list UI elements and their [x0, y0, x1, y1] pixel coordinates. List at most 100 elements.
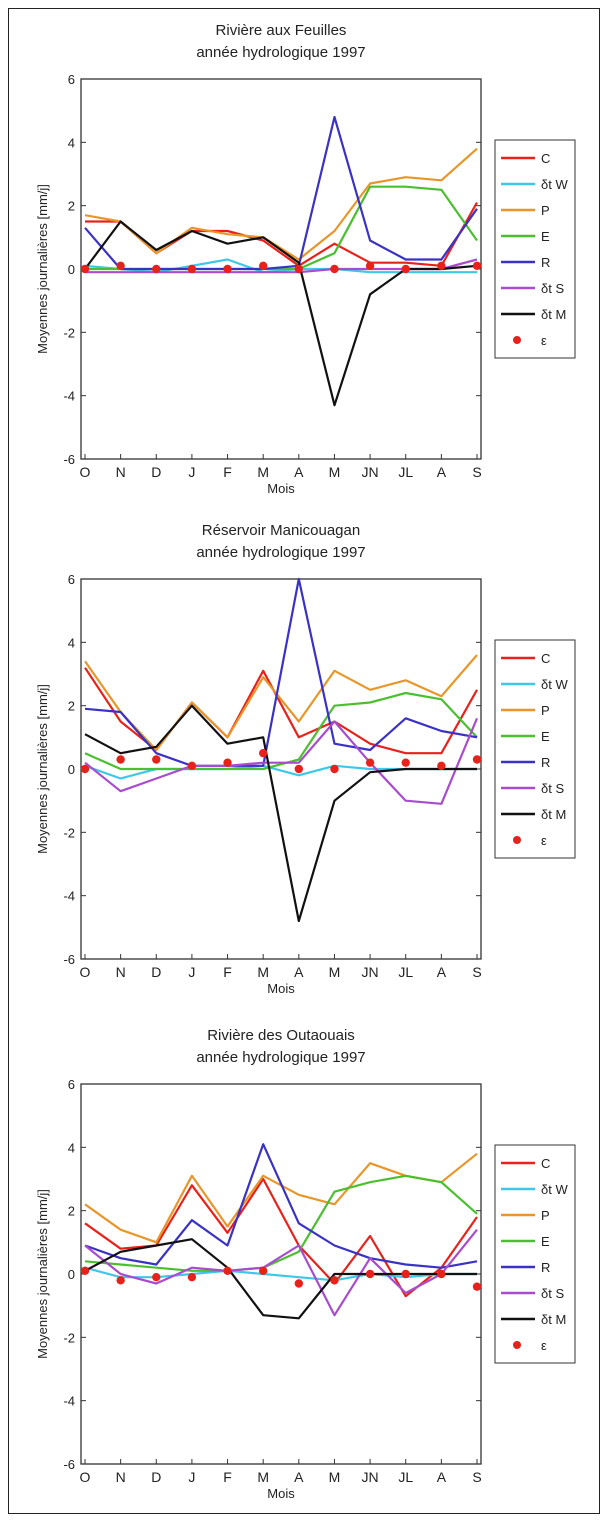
legend-label: P [541, 1208, 550, 1223]
x-tick-label: JN [362, 1469, 379, 1485]
y-tick-label: -6 [63, 952, 75, 967]
x-tick-label: M [257, 964, 269, 980]
x-tick-label: J [188, 964, 195, 980]
legend-label: δt S [541, 781, 564, 796]
series-r-line [84, 1143, 478, 1269]
data-point-epsilon [437, 261, 446, 271]
legend-label: R [541, 255, 550, 270]
data-point-epsilon [437, 1269, 446, 1279]
y-tick-label: 2 [68, 199, 75, 214]
series--t-w-line [84, 1266, 477, 1282]
series-r-line [84, 577, 478, 767]
data-point-epsilon [80, 1266, 90, 1276]
legend-box [494, 139, 576, 359]
chart-title: Rivière aux Feuilles [216, 22, 347, 39]
data-point-epsilon [258, 261, 268, 271]
y-tick-label: 0 [68, 262, 75, 277]
x-tick-label: N [116, 1469, 126, 1485]
y-tick-label: -4 [63, 1394, 75, 1409]
legend-label: δt W [541, 677, 568, 692]
x-tick-label: M [257, 464, 269, 480]
y-tick-label: 6 [68, 72, 75, 87]
data-point-epsilon [116, 755, 125, 764]
y-axis-label: Moyennes journalières [mm/j] [35, 1189, 50, 1359]
legend-label: ε [541, 333, 547, 348]
data-point-epsilon [472, 755, 482, 764]
x-tick-label: A [294, 1469, 304, 1485]
chart-subtitle: année hydrologique 1997 [196, 544, 365, 561]
chart-subtitle: année hydrologique 1997 [196, 1049, 365, 1066]
data-point-epsilon [258, 1266, 268, 1276]
legend-label: δt W [541, 177, 568, 192]
x-tick-label: O [80, 964, 91, 980]
x-tick-label: JN [362, 464, 379, 480]
series--t-m-line [84, 220, 478, 407]
legend-label: P [541, 203, 550, 218]
y-tick-label: -6 [63, 1457, 75, 1472]
data-point-epsilon [365, 261, 375, 271]
x-tick-label: JL [398, 464, 413, 480]
x-axis-label: Mois [267, 1486, 295, 1501]
legend-label: E [541, 729, 550, 744]
x-tick-label: O [80, 1469, 91, 1485]
data-point-epsilon [472, 1282, 482, 1291]
series-p-line [84, 654, 478, 752]
legend-marker-epsilon [513, 836, 521, 844]
legend-box [494, 639, 576, 859]
y-axis-label: Moyennes journalières [mm/j] [35, 184, 50, 354]
legend-label: C [541, 651, 550, 666]
data-point-epsilon [152, 755, 161, 764]
legend-label: C [541, 1156, 550, 1171]
x-tick-label: A [437, 964, 447, 980]
y-tick-label: -4 [63, 389, 75, 404]
x-tick-label: M [257, 1469, 269, 1485]
data-point-epsilon [223, 1266, 232, 1276]
x-tick-label: D [151, 1469, 161, 1485]
data-point-epsilon [401, 758, 410, 767]
series-e-line [84, 691, 478, 771]
data-point-epsilon [472, 261, 482, 271]
legend-label: δt W [541, 1182, 568, 1197]
y-tick-label: 2 [68, 1204, 75, 1219]
data-point-epsilon [223, 758, 232, 767]
legend-label: E [541, 229, 550, 244]
legend-label: δt M [541, 1312, 566, 1327]
y-tick-label: -6 [63, 452, 75, 467]
x-tick-label: S [472, 1469, 481, 1485]
x-tick-label: M [329, 464, 341, 480]
x-tick-label: J [188, 464, 195, 480]
x-axis-label: Mois [267, 481, 295, 496]
data-point-epsilon [330, 764, 339, 774]
legend-label: δt M [541, 307, 566, 322]
y-tick-label: 2 [68, 699, 75, 714]
data-point-epsilon [116, 1276, 125, 1285]
x-tick-label: N [116, 464, 126, 480]
chart-title: Rivière des Outaouais [207, 1027, 355, 1044]
x-tick-label: S [472, 964, 481, 980]
x-tick-label: A [437, 464, 447, 480]
series--t-m-line [84, 704, 477, 923]
data-point-epsilon [223, 264, 232, 274]
x-tick-label: M [329, 1469, 341, 1485]
legend-label: δt S [541, 281, 564, 296]
y-tick-label: 0 [68, 762, 75, 777]
x-tick-label: M [329, 964, 341, 980]
y-tick-label: 6 [68, 572, 75, 587]
x-tick-label: JL [398, 964, 413, 980]
y-tick-label: 4 [68, 1140, 75, 1155]
data-point-epsilon [152, 1272, 161, 1282]
chart-3: Rivière des Outaouais année hydrologique … [35, 1027, 576, 1501]
x-tick-label: F [223, 1469, 232, 1485]
x-tick-label: A [294, 464, 304, 480]
data-point-epsilon [187, 761, 197, 771]
legend-label: P [541, 703, 550, 718]
legend-marker-epsilon [513, 336, 521, 344]
data-point-epsilon [365, 758, 375, 767]
data-point-epsilon [365, 1269, 375, 1279]
data-point-epsilon [80, 264, 90, 274]
y-tick-label: 6 [68, 1077, 75, 1092]
data-point-epsilon [294, 764, 304, 774]
y-tick-label: -2 [63, 325, 75, 340]
legend-label: R [541, 755, 550, 770]
data-point-epsilon [258, 748, 268, 758]
